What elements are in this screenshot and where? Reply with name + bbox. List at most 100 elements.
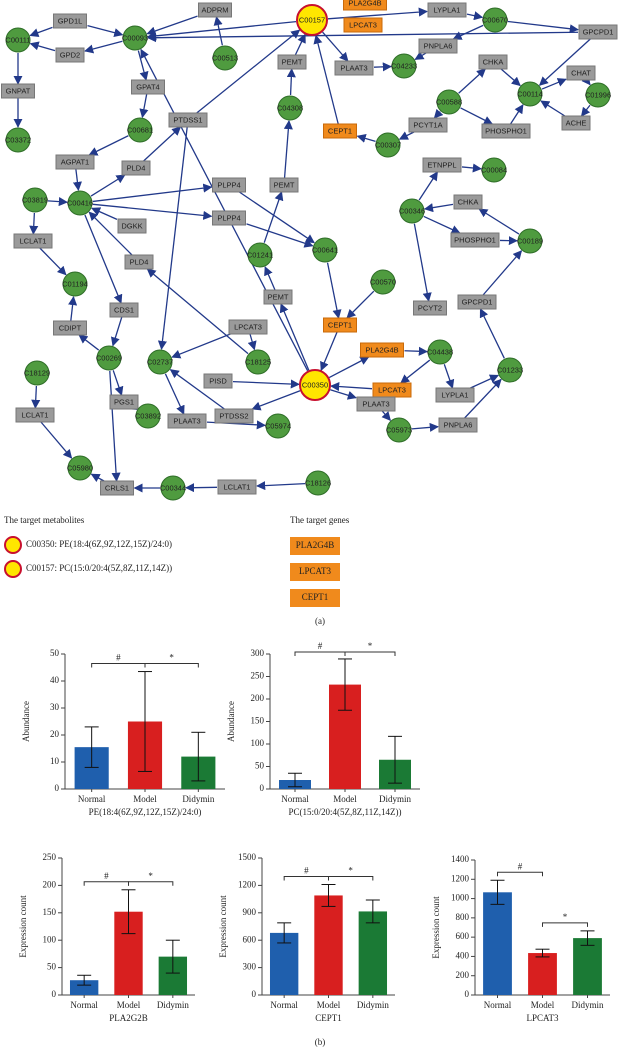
gene-node xyxy=(277,54,307,70)
node-label: CRLS1 xyxy=(105,483,129,492)
edge xyxy=(251,390,301,411)
legend-symbol xyxy=(290,589,340,607)
metabolite-node xyxy=(399,198,425,224)
metabolite-node xyxy=(96,345,122,371)
gene-node xyxy=(121,160,151,176)
node-label: LPCAT3 xyxy=(234,322,262,331)
gene-node xyxy=(55,47,85,63)
gene-node xyxy=(53,320,87,336)
edge xyxy=(88,211,133,256)
significance-label: * xyxy=(348,866,353,876)
gene-node xyxy=(422,157,462,173)
metabolite-node xyxy=(22,187,48,213)
edge xyxy=(91,207,118,220)
node-label: CHKA xyxy=(483,57,504,66)
edge xyxy=(110,316,123,347)
edge xyxy=(478,208,520,235)
node-label: C00114 xyxy=(517,89,543,98)
metabolite-node xyxy=(436,89,462,115)
metabolite-node xyxy=(370,269,396,295)
gene-node xyxy=(408,117,448,133)
x-tick-label: Model xyxy=(317,1000,341,1010)
metabolite-node xyxy=(5,127,31,153)
node-label: C00269 xyxy=(96,353,122,362)
edge xyxy=(109,370,121,482)
node-label: C01194 xyxy=(62,279,88,288)
significance-label: # xyxy=(318,641,323,651)
metabolite-node xyxy=(245,349,271,375)
node-label: CDIPT xyxy=(59,323,82,332)
node-label: PTDSS2 xyxy=(219,411,248,420)
y-tick-label: 250 xyxy=(251,671,265,681)
significance-bracket xyxy=(294,651,346,656)
node-label: ADPRM xyxy=(201,5,228,14)
node-label: PLD4 xyxy=(130,257,149,266)
significance-bracket xyxy=(128,881,174,886)
gene-node xyxy=(131,79,165,95)
edge xyxy=(263,191,284,243)
gene-node xyxy=(13,233,53,249)
bar xyxy=(314,895,343,995)
y-tick-label: 0 xyxy=(260,783,265,793)
y-tick-label: 600 xyxy=(456,931,470,941)
node-label: C05974 xyxy=(265,421,291,430)
edge xyxy=(39,247,67,276)
edge xyxy=(320,331,338,372)
gene-node xyxy=(323,317,357,333)
metabolite-node xyxy=(482,7,508,33)
bar xyxy=(483,892,512,995)
metabolite-node xyxy=(391,53,417,79)
edge xyxy=(507,20,579,34)
metabolite-node xyxy=(62,271,88,297)
significance-bracket xyxy=(83,881,129,886)
edge xyxy=(29,26,53,38)
edge xyxy=(479,308,505,359)
edge xyxy=(411,422,439,432)
y-tick-label: 150 xyxy=(251,716,265,726)
node-label: C18126 xyxy=(305,478,331,487)
node-label: PLD4 xyxy=(127,163,146,172)
edge xyxy=(256,481,306,491)
gene-node xyxy=(100,480,134,496)
x-tick-label: Didymin xyxy=(379,794,412,804)
y-tick-label: 30 xyxy=(50,702,60,712)
significance-bracket xyxy=(283,875,329,881)
edge xyxy=(482,250,523,296)
edge xyxy=(294,33,306,56)
y-tick-label: 400 xyxy=(456,950,470,960)
edge xyxy=(413,223,432,302)
gene-node xyxy=(15,407,55,423)
edge xyxy=(88,135,129,156)
edge xyxy=(509,104,524,125)
y-axis-title: Expression count xyxy=(218,895,228,958)
node-label: PHOSPHO1 xyxy=(454,235,496,244)
node-label: C00670 xyxy=(482,15,508,24)
node-label: C04308 xyxy=(277,103,303,112)
edge xyxy=(146,15,198,36)
gene-node xyxy=(561,115,591,131)
node-label: C01233 xyxy=(497,365,523,374)
edge xyxy=(470,374,499,389)
y-tick-label: 300 xyxy=(251,648,265,658)
gene-node xyxy=(212,210,246,226)
edge xyxy=(373,62,392,72)
metabolite-node xyxy=(517,81,543,107)
edge xyxy=(423,215,461,234)
edge xyxy=(92,203,213,220)
legend-symbol xyxy=(290,563,340,581)
x-tick-label: Normal xyxy=(70,1000,98,1010)
x-axis-title: PLA2G2B xyxy=(109,1013,148,1023)
edge xyxy=(279,303,310,371)
y-tick-label: 200 xyxy=(43,879,57,889)
nodes: C00111 GPD1L GPD2 C00093 ADPRM C00513 PLA2G4B C… xyxy=(1,0,618,501)
y-tick-label: 40 xyxy=(50,675,60,685)
metabolite-node xyxy=(299,369,331,401)
node-label: CEPT1 xyxy=(328,126,352,135)
significance-bracket xyxy=(497,871,543,877)
x-tick-label: Normal xyxy=(78,794,106,804)
edge xyxy=(460,107,494,125)
node-label: GNPAT xyxy=(6,86,31,95)
node-label: PHOSPHO1 xyxy=(485,126,527,135)
y-tick-label: 900 xyxy=(243,907,257,917)
node-label: PNPLA6 xyxy=(424,41,453,50)
